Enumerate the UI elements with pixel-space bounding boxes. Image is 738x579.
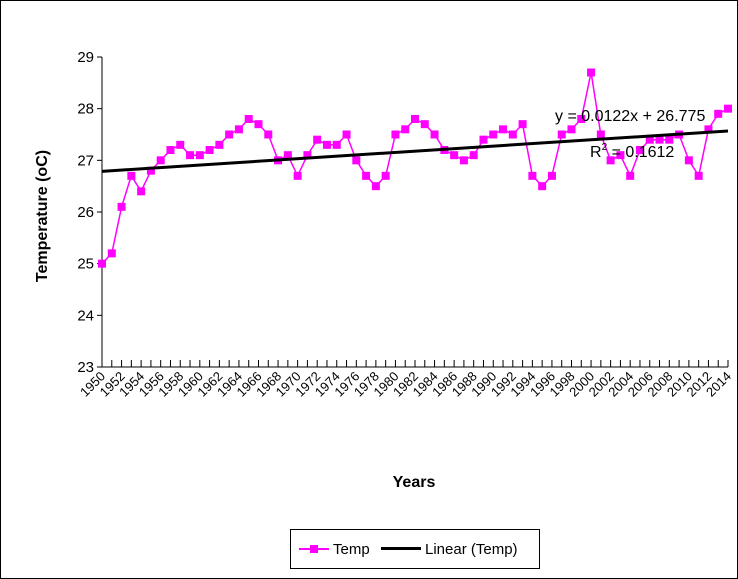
temp-data-point xyxy=(626,171,635,180)
temp-data-point xyxy=(156,156,165,165)
temp-data-point xyxy=(577,115,586,123)
temp-data-point xyxy=(234,125,243,134)
temp-data-point xyxy=(146,166,155,175)
r-squared-prefix: R xyxy=(590,144,602,161)
temp-data-point xyxy=(567,125,576,134)
temp-data-point xyxy=(166,146,175,154)
r-squared-superscript: 2 xyxy=(602,142,608,153)
temp-data-point xyxy=(616,151,625,160)
temp-data-point xyxy=(694,171,703,180)
temp-data-point xyxy=(127,171,136,180)
y-tick-label: 24 xyxy=(77,307,94,324)
temp-data-point xyxy=(528,171,537,180)
temp-data-point xyxy=(508,130,517,139)
temp-data-point xyxy=(332,140,341,149)
temp-data-point xyxy=(411,115,419,123)
temp-data-point xyxy=(293,171,302,180)
temp-data-point xyxy=(401,125,410,134)
legend-item-linear-temp: Linear (Temp) xyxy=(381,530,518,568)
temp-data-point xyxy=(254,120,263,129)
temp-data-point xyxy=(98,259,106,268)
x-axis-ticks: 1950195219541956195819601962196419661968… xyxy=(77,360,734,400)
x-axis-title: Years xyxy=(393,474,436,491)
temp-data-point xyxy=(205,146,214,154)
temp-data-point xyxy=(704,125,713,134)
legend-item-temp: Temp xyxy=(299,530,370,568)
y-tick-label: 23 xyxy=(77,359,94,376)
temp-data-point xyxy=(137,187,146,196)
temp-data-point xyxy=(557,130,566,139)
y-tick-label: 29 xyxy=(77,49,94,66)
legend-label-linear-temp: Linear (Temp) xyxy=(425,540,518,558)
temp-data-point xyxy=(391,130,400,139)
y-tick-label: 26 xyxy=(77,204,94,221)
temp-legend-swatch-icon xyxy=(299,544,329,554)
temp-data-point xyxy=(499,125,508,134)
temp-data-point xyxy=(420,120,429,129)
temp-data-point xyxy=(244,115,253,123)
temp-data-point xyxy=(283,151,292,160)
temp-data-point xyxy=(352,156,361,165)
y-axis-ticks: 23 24 25 26 27 28 29 xyxy=(77,49,102,376)
temp-data-point xyxy=(459,156,468,165)
temp-series-markers xyxy=(98,68,732,268)
temp-data-point xyxy=(264,130,273,139)
temp-data-point xyxy=(430,130,439,139)
temp-data-point xyxy=(665,135,674,144)
temp-data-point xyxy=(362,171,371,180)
temp-data-point xyxy=(587,68,596,77)
temp-data-point xyxy=(518,120,527,129)
temp-data-point xyxy=(714,109,723,118)
temp-data-point xyxy=(176,140,185,149)
temp-data-point xyxy=(303,151,312,160)
temp-data-point xyxy=(381,171,390,180)
temp-data-point xyxy=(371,182,380,191)
y-axis-title: Temperature (oC) xyxy=(34,150,51,282)
temp-data-point xyxy=(469,151,478,160)
temp-data-point xyxy=(596,130,605,139)
temp-data-point xyxy=(215,140,224,149)
temp-data-point xyxy=(322,140,331,149)
temp-data-point xyxy=(107,249,116,258)
temp-data-point xyxy=(635,146,644,154)
temp-data-point xyxy=(313,135,322,144)
temp-data-point xyxy=(195,151,204,160)
temp-data-point xyxy=(479,135,488,144)
legend-label-temp: Temp xyxy=(333,540,370,558)
y-tick-label: 27 xyxy=(77,152,94,169)
temp-data-point xyxy=(547,171,556,180)
y-tick-label: 28 xyxy=(77,101,94,118)
temp-data-point xyxy=(655,135,664,144)
temp-data-point xyxy=(450,151,459,160)
temp-data-point xyxy=(684,156,693,165)
temp-data-point xyxy=(538,182,547,191)
temp-data-point xyxy=(645,135,654,144)
y-tick-label: 25 xyxy=(77,256,94,273)
temp-data-point xyxy=(489,130,498,139)
trendline-legend-swatch-icon xyxy=(381,544,421,554)
temp-data-point xyxy=(342,130,351,139)
temp-data-point xyxy=(186,151,195,160)
temp-data-point xyxy=(606,156,615,165)
temp-data-point xyxy=(225,130,234,139)
legend: Temp Linear (Temp) xyxy=(290,529,540,569)
temp-data-point xyxy=(117,202,126,211)
temp-series-line xyxy=(101,72,729,265)
r-squared-label: R2 = 0.1612 xyxy=(590,142,674,161)
trendline-equation: y = 0.0122x + 26.775 xyxy=(555,108,705,125)
r-squared-value: = 0.1612 xyxy=(607,144,674,161)
linear-trendline xyxy=(101,129,729,173)
temp-data-point xyxy=(724,104,732,113)
